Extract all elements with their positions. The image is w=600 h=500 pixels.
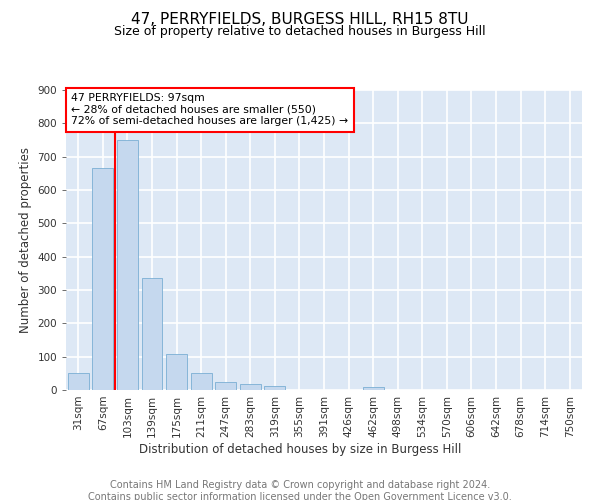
Bar bbox=[142, 278, 163, 390]
Text: Contains HM Land Registry data © Crown copyright and database right 2024.
Contai: Contains HM Land Registry data © Crown c… bbox=[88, 480, 512, 500]
Text: Size of property relative to detached houses in Burgess Hill: Size of property relative to detached ho… bbox=[114, 25, 486, 38]
Text: 47 PERRYFIELDS: 97sqm
← 28% of detached houses are smaller (550)
72% of semi-det: 47 PERRYFIELDS: 97sqm ← 28% of detached … bbox=[71, 93, 348, 126]
Y-axis label: Number of detached properties: Number of detached properties bbox=[19, 147, 32, 333]
Text: Distribution of detached houses by size in Burgess Hill: Distribution of detached houses by size … bbox=[139, 442, 461, 456]
Bar bbox=[240, 384, 261, 390]
Bar bbox=[92, 168, 113, 390]
Text: 47, PERRYFIELDS, BURGESS HILL, RH15 8TU: 47, PERRYFIELDS, BURGESS HILL, RH15 8TU bbox=[131, 12, 469, 28]
Bar bbox=[117, 140, 138, 390]
Bar bbox=[215, 382, 236, 390]
Bar bbox=[265, 386, 286, 390]
Bar bbox=[362, 386, 383, 390]
Bar bbox=[191, 374, 212, 390]
Bar bbox=[68, 374, 89, 390]
Bar bbox=[166, 354, 187, 390]
